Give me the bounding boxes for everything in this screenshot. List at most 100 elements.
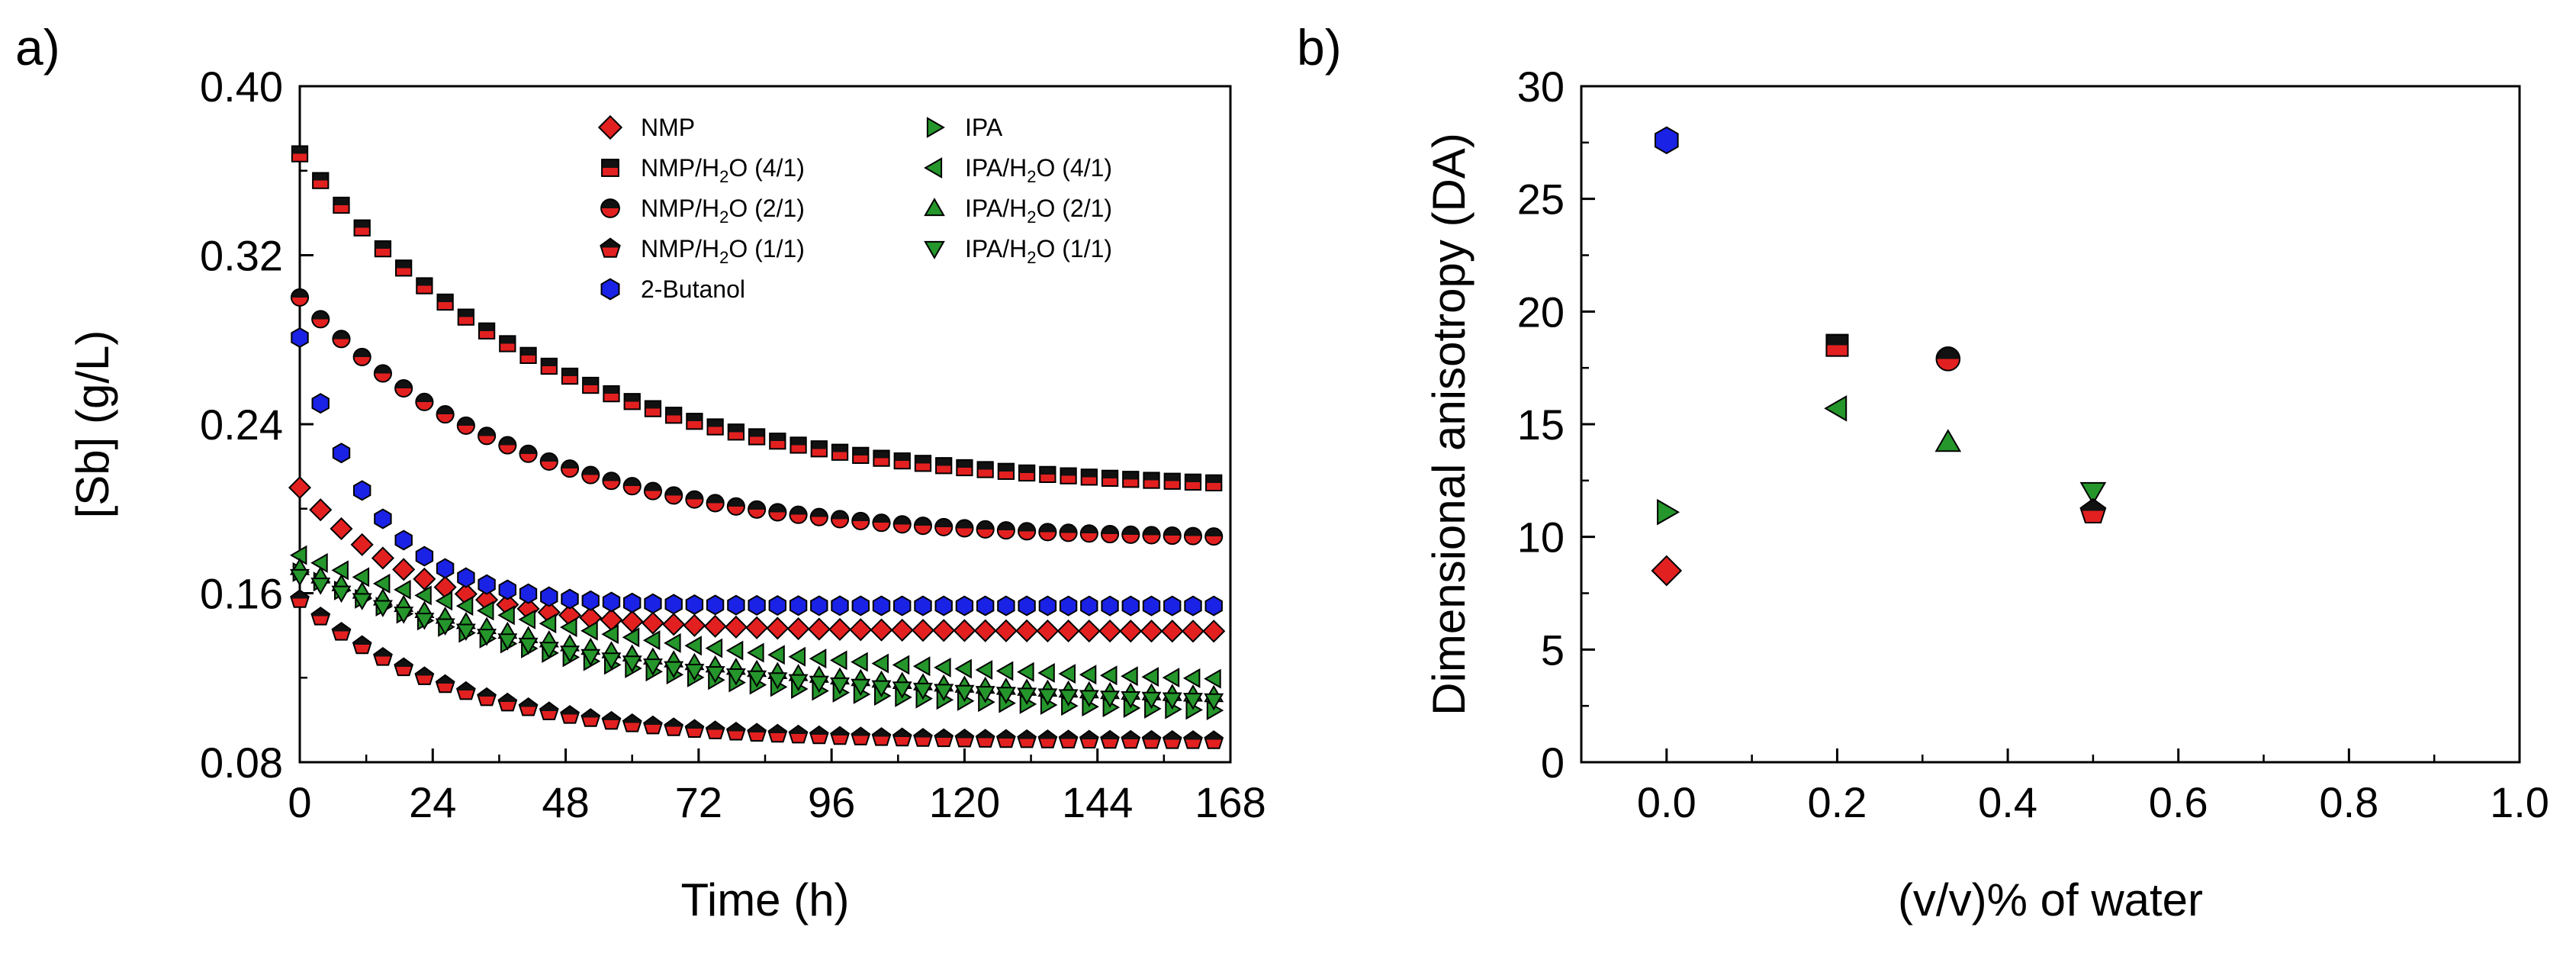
data-point — [1202, 620, 1226, 643]
data-point — [809, 675, 829, 694]
legend-marker — [924, 157, 943, 179]
legend-item: IPA — [926, 114, 1003, 141]
data-point — [415, 546, 434, 567]
data-point — [310, 607, 331, 626]
panel-a-x-tick-label: 120 — [929, 778, 1000, 826]
data-point — [1100, 690, 1121, 708]
data-point — [828, 617, 852, 642]
data-point — [724, 615, 748, 639]
data-point — [1038, 523, 1057, 542]
panel-a-points — [288, 145, 1226, 749]
data-point — [478, 426, 497, 446]
data-point — [684, 636, 702, 656]
data-point — [350, 533, 374, 556]
data-point — [643, 715, 663, 735]
data-point — [436, 405, 455, 424]
data-point — [932, 619, 956, 642]
data-point — [1204, 730, 1224, 749]
data-point — [1141, 691, 1162, 710]
data-point — [994, 619, 1018, 642]
data-point — [352, 593, 372, 610]
data-point — [331, 622, 352, 641]
data-point — [352, 347, 371, 366]
data-point — [603, 385, 620, 403]
data-point — [934, 657, 951, 678]
data-point — [601, 624, 619, 645]
data-point — [1079, 690, 1099, 707]
data-point — [1098, 619, 1122, 643]
data-point — [727, 423, 745, 441]
data-point — [748, 428, 766, 446]
data-point — [330, 517, 353, 541]
data-point — [622, 655, 642, 673]
data-point — [561, 588, 579, 610]
data-point — [871, 727, 892, 746]
data-point — [395, 259, 413, 277]
legend-item: NMP — [597, 114, 695, 141]
legend-marker — [601, 159, 619, 177]
series-ipa-h2o-4-1- — [289, 545, 1221, 689]
data-point-nmp — [1651, 555, 1683, 587]
legend-marker — [926, 117, 945, 138]
panel-a-x-tick-label: 168 — [1195, 778, 1265, 826]
panel-b-y-tick-label: 20 — [1517, 288, 1565, 336]
data-point — [893, 595, 912, 616]
series-nmp-h2o-4-1- — [291, 145, 1223, 491]
data-point — [352, 635, 372, 655]
data-point — [954, 684, 975, 703]
data-point — [433, 575, 457, 599]
data-point — [290, 288, 310, 307]
data-point — [706, 594, 725, 616]
data-point — [436, 558, 455, 579]
data-point — [851, 726, 871, 745]
data-point — [1018, 464, 1036, 482]
data-point — [394, 607, 414, 624]
legend-label: IPA/H2O (2/1) — [965, 195, 1112, 227]
data-point — [455, 623, 476, 642]
data-point — [1018, 522, 1037, 541]
legend-label: IPA/H2O (1/1) — [965, 235, 1112, 267]
data-point — [435, 591, 453, 611]
data-point — [559, 617, 577, 638]
data-point — [1015, 619, 1039, 642]
panel-b-y-tick-label: 10 — [1517, 513, 1565, 562]
data-point — [332, 443, 351, 464]
data-point — [623, 393, 641, 410]
data-point — [849, 618, 873, 642]
legend-marker — [600, 237, 621, 258]
data-point — [1184, 473, 1202, 491]
data-point — [394, 657, 414, 677]
data-point — [995, 661, 1014, 681]
panel-a-frame — [298, 85, 1232, 764]
data-point — [394, 378, 413, 398]
data-point — [497, 605, 515, 626]
data-point — [642, 658, 663, 676]
panel-a-x-tick-label: 96 — [808, 778, 855, 826]
data-point — [997, 462, 1015, 480]
data-point — [769, 433, 786, 450]
data-point — [602, 472, 621, 491]
data-point — [416, 277, 433, 295]
data-point — [956, 459, 973, 477]
data-point — [1059, 595, 1078, 616]
data-point — [1160, 620, 1184, 643]
data-point — [476, 600, 494, 621]
data-point — [580, 620, 598, 641]
data-point — [1182, 693, 1203, 710]
data-point — [912, 682, 933, 700]
data-point — [560, 645, 580, 663]
data-point — [1121, 666, 1138, 687]
data-point — [620, 610, 644, 633]
data-point — [518, 697, 539, 716]
series-ipa-h2o-1-1- — [289, 568, 1224, 711]
data-point — [312, 172, 330, 189]
data-point — [435, 618, 455, 636]
data-point — [1037, 662, 1055, 683]
data-point — [540, 357, 558, 375]
data-point — [747, 642, 764, 663]
legend-label: NMP/H2O (2/1) — [641, 195, 805, 227]
data-point — [1121, 595, 1140, 616]
data-point — [1143, 472, 1160, 489]
data-point — [1101, 469, 1119, 487]
data-point — [768, 595, 786, 616]
